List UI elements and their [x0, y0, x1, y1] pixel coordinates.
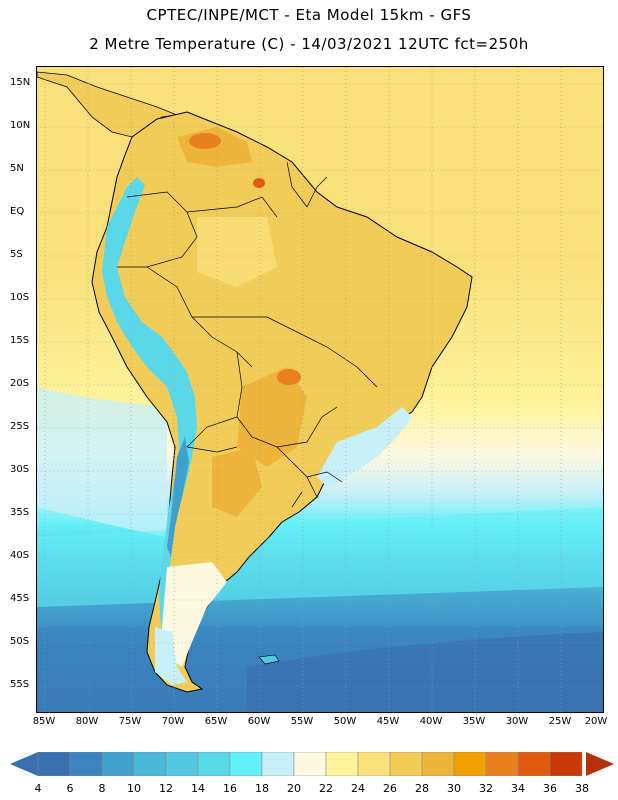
colorbar-swatches [37, 752, 583, 776]
lat-label: 15N [10, 77, 31, 88]
hot-spot-guyana [253, 178, 265, 188]
colorbar-swatch [485, 752, 519, 776]
colorbar-label: 6 [66, 782, 74, 795]
falkland-islands [258, 654, 280, 665]
colorbar-swatch [197, 752, 231, 776]
lat-label: 20S [10, 378, 30, 389]
lon-label: 25W [548, 716, 572, 727]
colorbar-swatch [421, 752, 455, 776]
lon-label: 65W [204, 716, 228, 727]
southern-tip-cool [155, 627, 187, 685]
temperature-map [36, 66, 604, 713]
lon-label: 80W [75, 716, 99, 727]
warm-patch-argentina [212, 447, 262, 517]
map-svg [37, 67, 603, 712]
lat-label: 50S [10, 636, 30, 647]
lat-label: 45S [10, 593, 30, 604]
colorbar-label: 8 [98, 782, 106, 795]
colorbar-high-arrow [586, 752, 614, 776]
lon-label: 85W [32, 716, 56, 727]
lat-label: 15S [10, 335, 30, 346]
pacific-cool-zone [37, 387, 167, 537]
country-borders [117, 161, 378, 508]
lat-label: 30S [10, 464, 30, 475]
southeast-brazil-cool [317, 407, 412, 487]
colorbar-swatch [229, 752, 263, 776]
colorbar-label: 20 [287, 782, 301, 795]
patagonia-mild [162, 562, 227, 667]
colorbar-label: 22 [319, 782, 333, 795]
colorbar-swatch [37, 752, 71, 776]
colorbar-label: 36 [543, 782, 557, 795]
colorbar-swatch [261, 752, 295, 776]
colorbar-swatch [357, 752, 391, 776]
colorbar-label: 12 [159, 782, 173, 795]
colorbar-swatch [101, 752, 135, 776]
lon-label: 55W [290, 716, 314, 727]
lon-label: 70W [161, 716, 185, 727]
colorbar-label: 28 [415, 782, 429, 795]
lat-label: 5S [10, 249, 23, 260]
andes-coldest [167, 437, 189, 557]
map-title: CPTEC/INPE/MCT - Eta Model 15km - GFS [146, 6, 472, 24]
lon-label: 75W [118, 716, 142, 727]
lon-label: 35W [462, 716, 486, 727]
lat-label: 5N [10, 163, 24, 174]
lat-label: 10S [10, 292, 30, 303]
colorbar-swatch [453, 752, 487, 776]
map-subtitle: 2 Metre Temperature (C) - 14/03/2021 12U… [89, 35, 529, 53]
colorbar-swatch [69, 752, 103, 776]
lon-label: 60W [247, 716, 271, 727]
lat-label: 25S [10, 421, 30, 432]
colorbar-label: 32 [479, 782, 493, 795]
colorbar-swatch [133, 752, 167, 776]
colorbar-label: 30 [447, 782, 461, 795]
colorbar [10, 752, 614, 776]
colorbar-swatch [549, 752, 583, 776]
lon-label: 30W [505, 716, 529, 727]
colorbar-label: 38 [575, 782, 589, 795]
colorbar-low-arrow [10, 752, 38, 776]
colorbar-swatch [325, 752, 359, 776]
hot-spot-pantanal [277, 369, 301, 385]
colorbar-label: 4 [34, 782, 42, 795]
lon-label: 45W [376, 716, 400, 727]
lat-label: 55S [10, 679, 30, 690]
amazon-milder [197, 217, 277, 287]
coldest-zone [247, 632, 603, 712]
colorbar-label: 18 [255, 782, 269, 795]
lat-label: 35S [10, 507, 30, 518]
colorbar-label: 24 [351, 782, 365, 795]
colorbar-swatch [165, 752, 199, 776]
lat-label: EQ [10, 206, 25, 217]
warm-patch-chaco [237, 367, 307, 467]
colorbar-label: 10 [127, 782, 141, 795]
colorbar-swatch [293, 752, 327, 776]
colorbar-swatch [389, 752, 423, 776]
colorbar-label: 26 [383, 782, 397, 795]
colorbar-label: 14 [191, 782, 205, 795]
hot-spot-north [189, 133, 221, 149]
lat-label: 40S [10, 550, 30, 561]
lon-label: 20W [584, 716, 608, 727]
lon-label: 50W [333, 716, 357, 727]
colorbar-swatch [517, 752, 551, 776]
lon-label: 40W [419, 716, 443, 727]
colorbar-label: 34 [511, 782, 525, 795]
lat-label: 10N [10, 120, 31, 131]
colorbar-label: 16 [223, 782, 237, 795]
